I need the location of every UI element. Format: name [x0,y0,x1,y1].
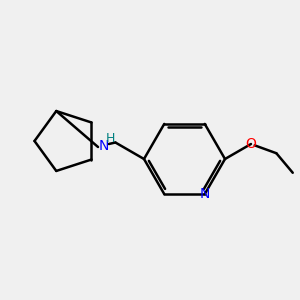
Text: N: N [98,139,109,152]
Text: N: N [200,187,210,201]
Text: O: O [245,137,256,151]
Text: H: H [105,131,115,145]
